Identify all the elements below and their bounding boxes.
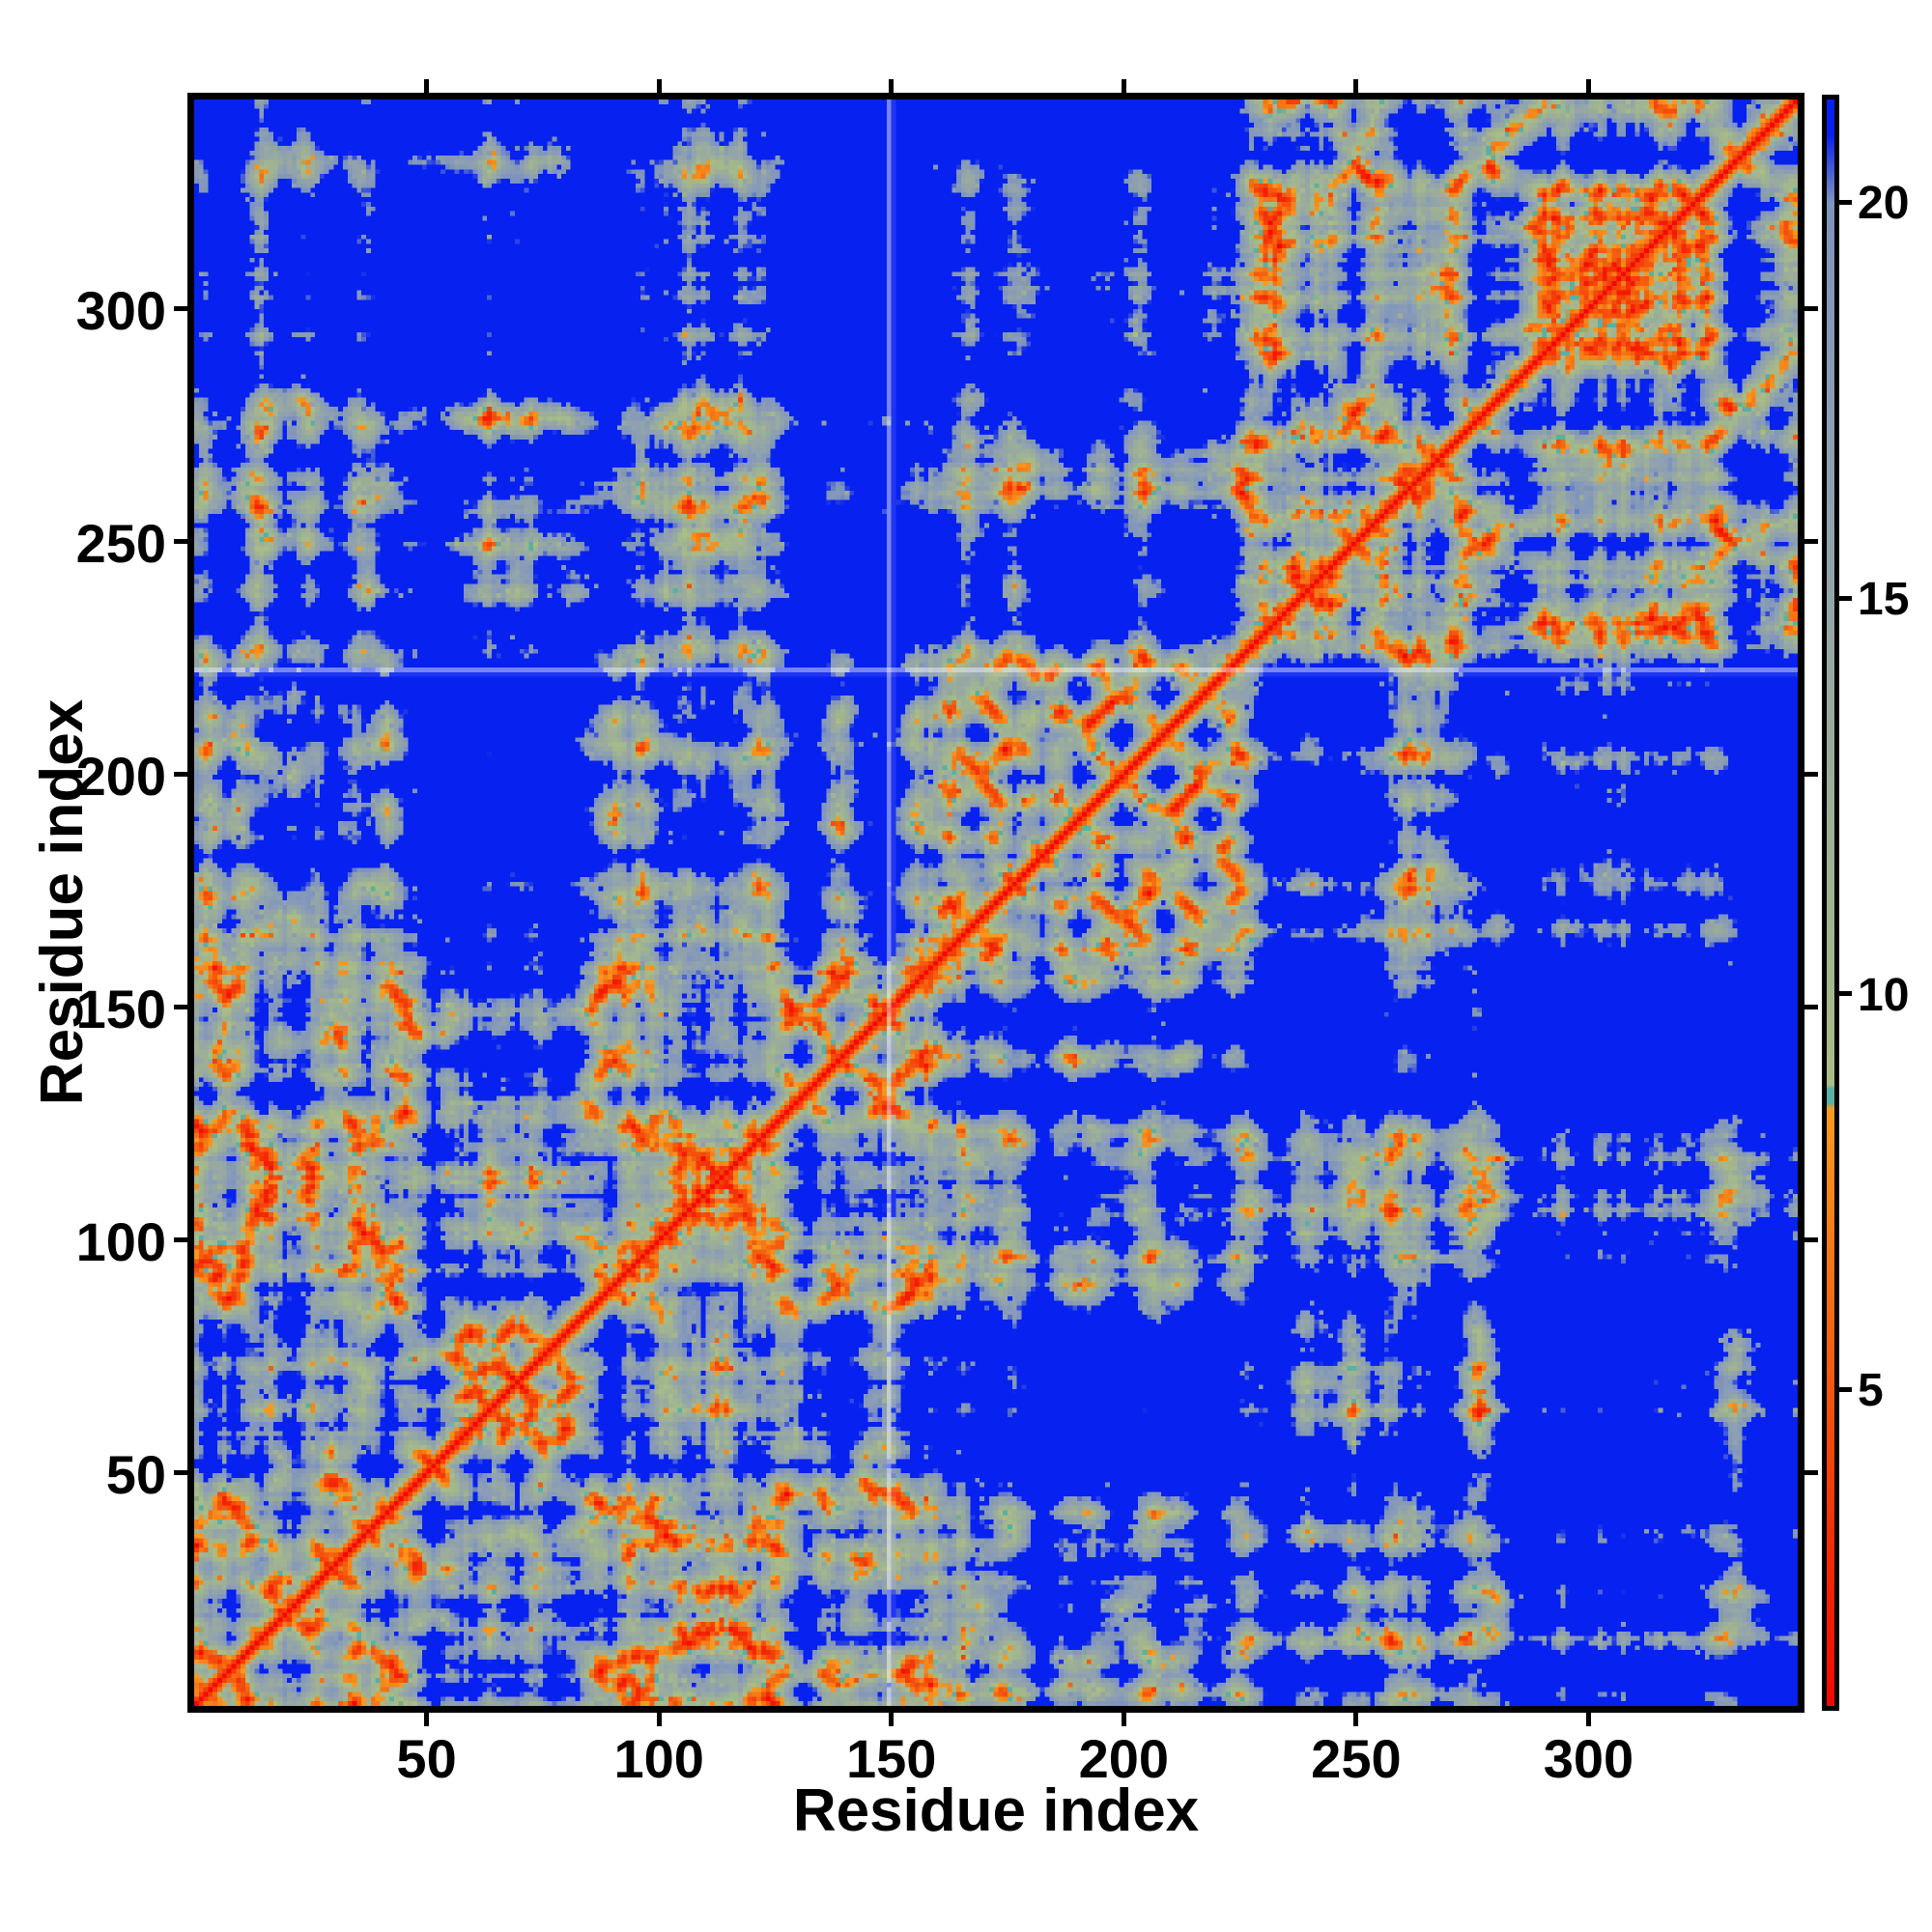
y-axis-title: Residue index: [29, 698, 96, 1106]
x-tick-bottom: [1585, 1713, 1591, 1726]
y-tick-label: 250: [75, 512, 166, 574]
x-tick-bottom: [1353, 1713, 1359, 1726]
y-tick-left: [174, 1005, 187, 1010]
x-tick-top: [1121, 79, 1126, 93]
x-tick-top: [889, 79, 895, 93]
x-tick-top: [1585, 79, 1591, 93]
colorbar: [1822, 95, 1839, 1711]
x-tick-top: [656, 79, 662, 93]
x-tick-label: 150: [846, 1728, 937, 1789]
y-tick-label: 100: [75, 1210, 166, 1272]
y-tick-right: [1804, 772, 1818, 778]
y-tick-right: [1804, 306, 1818, 312]
x-axis-title: Residue index: [792, 1777, 1200, 1844]
y-tick-right: [1804, 539, 1818, 545]
colorbar-tick-label: 5: [1858, 1365, 1884, 1417]
y-tick-left: [174, 306, 187, 312]
y-tick-label: 300: [75, 279, 166, 341]
y-tick-right: [1804, 1470, 1818, 1476]
colorbar-tick-label: 10: [1858, 969, 1910, 1021]
y-tick-right: [1804, 1237, 1818, 1243]
y-tick-left: [174, 1237, 187, 1243]
colorbar-tick: [1839, 199, 1852, 205]
x-tick-top: [1353, 79, 1359, 93]
x-tick-bottom: [889, 1713, 895, 1726]
y-tick-label: 150: [75, 978, 166, 1039]
x-tick-label: 100: [613, 1728, 704, 1789]
y-tick-label: 200: [75, 745, 166, 807]
x-tick-bottom: [424, 1713, 430, 1726]
colorbar-tick: [1839, 991, 1852, 997]
residue-distance-heatmap-canvas: [194, 99, 1798, 1706]
x-tick-label: 200: [1078, 1728, 1170, 1789]
x-tick-top: [424, 79, 430, 93]
x-tick-bottom: [656, 1713, 662, 1726]
colorbar-tick: [1839, 595, 1852, 601]
y-tick-label: 50: [105, 1443, 166, 1505]
colorbar-tick-label: 15: [1858, 574, 1910, 626]
colorbar-tick: [1839, 1386, 1852, 1392]
colorbar-tick-label: 20: [1858, 178, 1910, 230]
y-tick-left: [174, 1470, 187, 1476]
x-tick-label: 250: [1311, 1728, 1402, 1789]
x-tick-label: 300: [1543, 1728, 1634, 1789]
y-tick-left: [174, 772, 187, 778]
y-tick-right: [1804, 1005, 1818, 1010]
x-tick-label: 50: [396, 1728, 457, 1789]
y-tick-left: [174, 539, 187, 545]
x-tick-bottom: [1121, 1713, 1126, 1726]
